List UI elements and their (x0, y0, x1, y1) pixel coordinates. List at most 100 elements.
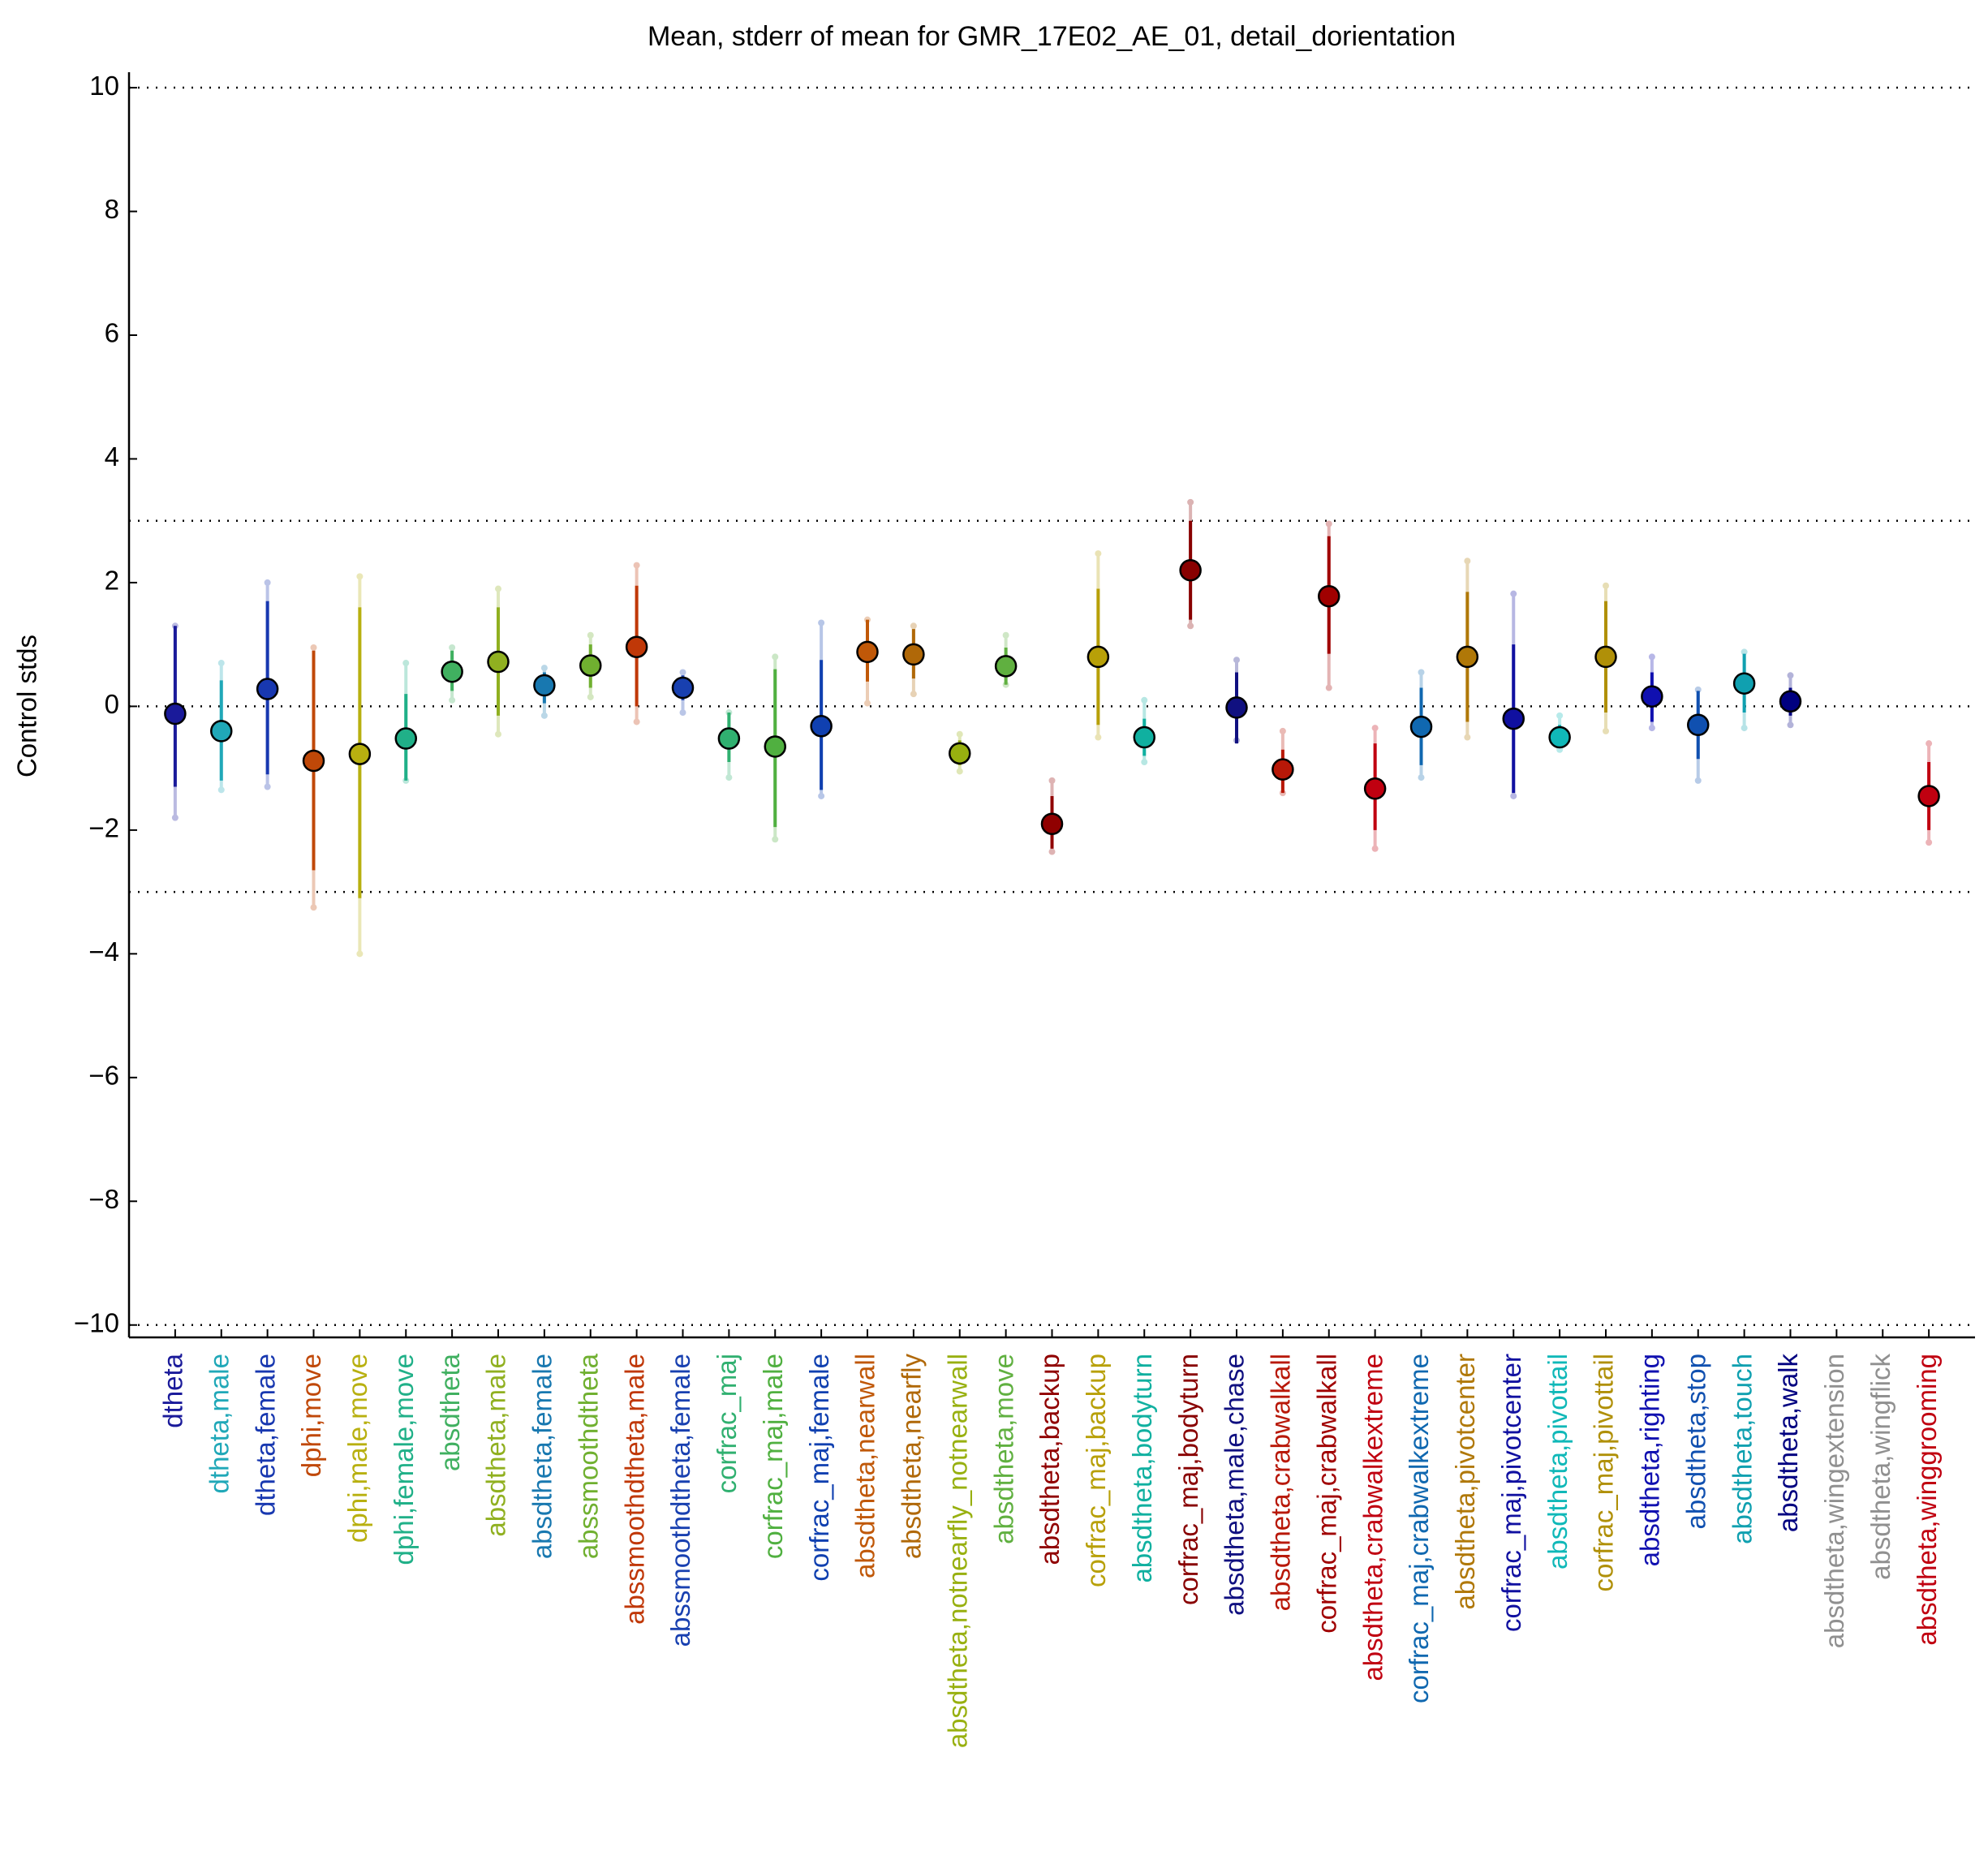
x-tick-label: absdtheta,notnearfly_notnearwall (942, 1354, 972, 1748)
y-tick-label: 8 (105, 194, 119, 224)
x-tick-label: absdtheta,male (481, 1354, 511, 1537)
mean-marker (994, 655, 1018, 678)
x-tick-label: absdtheta,pivotcenter (1450, 1354, 1480, 1610)
x-tick-label: corfrac_maj,male (758, 1354, 788, 1559)
std-bar-end (1787, 672, 1794, 679)
std-bar-end (495, 585, 501, 592)
x-tick-label: absdtheta (435, 1353, 465, 1471)
std-bar-end (725, 774, 733, 781)
y-tick-label: −4 (88, 936, 119, 967)
std-bar-end (449, 644, 456, 651)
std-bar-end (1141, 759, 1148, 766)
x-tick-label: abssmoothdtheta (573, 1353, 603, 1559)
mean-marker (1548, 725, 1571, 749)
mean-marker (764, 735, 786, 758)
x-tick-label: absdtheta,nearwall (850, 1354, 880, 1578)
x-tick-label: absdtheta,wingextension (1819, 1354, 1849, 1648)
mean-marker (1179, 558, 1202, 582)
mean-marker (1225, 696, 1248, 719)
std-bar-end (264, 783, 271, 790)
mean-marker (810, 715, 833, 738)
x-tick-label: absdtheta,move (988, 1354, 1018, 1544)
std-bar-end (540, 712, 548, 719)
mean-marker (856, 640, 879, 664)
x-tick-label: dtheta,male (204, 1354, 234, 1493)
x-tick-label: absdtheta,righting (1635, 1354, 1665, 1566)
y-tick-label: −2 (88, 813, 119, 843)
x-tick-label: corfrac_maj,backup (1081, 1354, 1111, 1587)
x-tick-label: dphi,male,move (342, 1354, 372, 1543)
x-tick-label: dphi,female,move (389, 1354, 419, 1565)
std-bar-end (1648, 653, 1655, 661)
std-bar-end (956, 730, 963, 738)
std-bar-end (1233, 657, 1240, 664)
std-bar-end (1603, 727, 1609, 734)
std-bar-end (1325, 684, 1332, 691)
mean-marker (256, 678, 279, 700)
std-bar-end (1095, 734, 1102, 741)
mean-marker (1779, 690, 1802, 713)
std-bar-end (1741, 725, 1748, 732)
mean-marker (1502, 707, 1525, 730)
y-tick-label: −6 (88, 1061, 119, 1091)
x-tick-label: corfrac_maj,pivotcenter (1496, 1354, 1526, 1632)
std-bar-end (356, 950, 364, 958)
x-tick-label: absdtheta,nearfly (897, 1354, 927, 1560)
std-bar-end (356, 573, 364, 580)
std-bar-end (910, 622, 917, 630)
std-bar-end (1279, 727, 1286, 734)
x-tick-label: dtheta,female (250, 1354, 280, 1516)
std-bar-end (633, 718, 640, 725)
x-tick-label: corfrac_maj,crabwalkextreme (1404, 1354, 1434, 1703)
mean-marker (394, 727, 417, 750)
x-tick-label: absdtheta,walk (1773, 1354, 1803, 1533)
std-bar-end (633, 562, 640, 569)
y-tick-label: 6 (105, 318, 119, 348)
mean-marker (1594, 645, 1617, 669)
mean-marker (717, 727, 741, 750)
std-bar-end (1187, 622, 1194, 630)
mean-marker (1272, 758, 1294, 781)
x-tick-label: absdtheta,backup (1035, 1354, 1065, 1565)
x-tick-label: corfrac_maj,crabwalkall (1311, 1354, 1341, 1634)
std-bar-end (1556, 712, 1564, 719)
mean-marker (1687, 713, 1710, 737)
mean-marker (1409, 715, 1433, 738)
x-tick-label: abssmoothdtheta,female (665, 1354, 695, 1647)
mean-marker (671, 676, 695, 700)
std-bar-end (1787, 721, 1794, 729)
x-tick-label: absdtheta,crabwalkextreme (1358, 1354, 1388, 1681)
mean-marker (1917, 785, 1940, 807)
mean-marker (210, 720, 233, 743)
x-tick-label: absdtheta,pivottail (1543, 1354, 1573, 1569)
std-bar-end (864, 700, 871, 707)
std-bar-end (1510, 590, 1517, 597)
mean-marker (1456, 645, 1479, 669)
std-bar-end (1048, 777, 1056, 784)
mean-marker (579, 654, 602, 677)
mean-marker (1318, 584, 1340, 608)
std-bar-end (1648, 725, 1655, 732)
x-tick-label: absdtheta,female (527, 1354, 557, 1559)
y-tick-label: 10 (89, 71, 119, 101)
mean-marker (487, 650, 510, 674)
x-tick-label: corfrac_maj,female (804, 1354, 834, 1582)
x-tick-label: dtheta (158, 1353, 188, 1427)
std-bar-end (818, 619, 825, 626)
mean-marker (625, 635, 648, 658)
mean-marker (1641, 685, 1663, 708)
std-bar-end (1510, 792, 1517, 799)
std-bar-end (1002, 631, 1009, 639)
y-tick-label: 4 (105, 441, 119, 471)
mean-marker (1133, 725, 1155, 749)
std-bar-end (1325, 520, 1332, 527)
mean-marker (949, 742, 971, 765)
y-axis-label: Control stds (12, 635, 42, 777)
std-bar-end (310, 904, 317, 911)
std-bar-end (679, 709, 686, 717)
chart-title: Mean, stderr of mean for GMR_17E02_AE_01… (648, 21, 1456, 52)
mean-marker (1087, 645, 1110, 669)
std-bar-end (1371, 725, 1379, 732)
x-tick-label: corfrac_maj (712, 1354, 742, 1493)
